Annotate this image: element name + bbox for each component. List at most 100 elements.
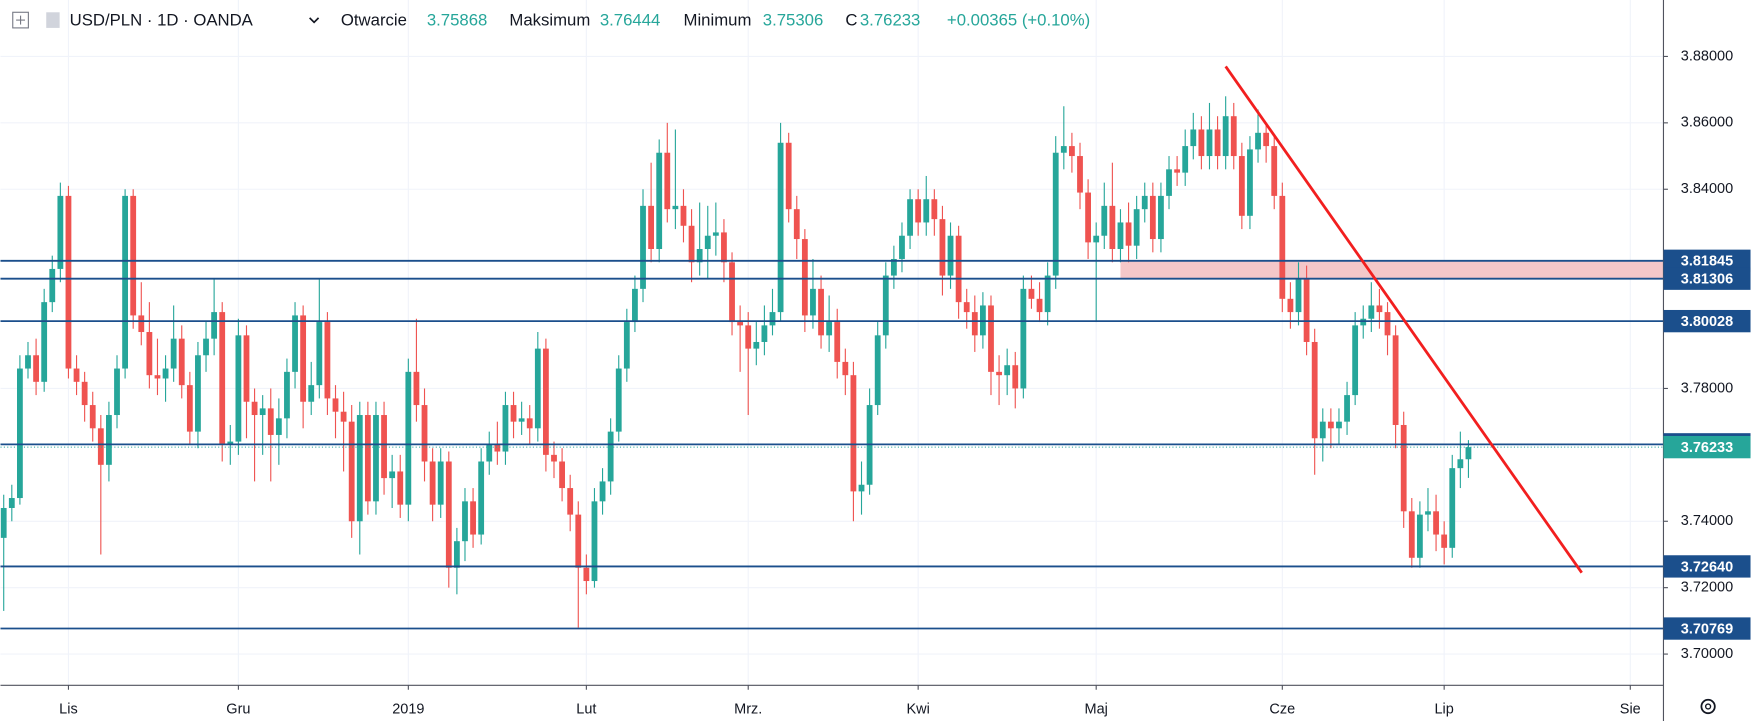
- candle-body: [1368, 305, 1375, 319]
- low-value: 3.75306: [763, 11, 824, 30]
- candle-body: [146, 332, 153, 376]
- change: +0.00365 (+0.10%): [947, 11, 1090, 30]
- candle-body: [1036, 298, 1043, 313]
- high-label: Maksimum: [509, 11, 590, 30]
- candle-body: [1279, 195, 1286, 299]
- candle-body: [1238, 156, 1245, 216]
- candle-body: [963, 302, 970, 313]
- candle-body: [1457, 459, 1464, 469]
- candle-body: [445, 461, 452, 568]
- candle-body: [810, 288, 816, 316]
- candle-body: [437, 461, 444, 505]
- candle-body: [704, 235, 711, 250]
- candle-body: [664, 152, 671, 210]
- level-label: 3.81306: [1681, 272, 1733, 288]
- candle-body: [421, 405, 428, 462]
- candle-body: [640, 205, 646, 289]
- candle-body: [672, 205, 679, 210]
- y-tick-label: 3.86000: [1681, 115, 1733, 131]
- candle-body: [1190, 129, 1197, 147]
- candle-body: [1182, 146, 1189, 173]
- candle-body: [1020, 288, 1027, 389]
- candle-body: [1336, 421, 1342, 429]
- dropdown-icon[interactable]: [309, 17, 320, 24]
- candle-body: [1319, 421, 1326, 439]
- candle-body: [753, 341, 760, 349]
- candle-body: [16, 368, 23, 499]
- candle-body: [632, 288, 638, 323]
- candle-body: [1149, 195, 1156, 240]
- candle-body: [251, 401, 258, 416]
- candle-body: [1433, 511, 1439, 535]
- y-tick-label: 3.78000: [1681, 380, 1733, 396]
- candle-body: [599, 481, 606, 502]
- candle-body: [915, 199, 922, 223]
- candle-body: [1174, 169, 1181, 173]
- candle-body: [543, 348, 549, 455]
- candle-body: [1012, 365, 1019, 389]
- candle-body: [356, 415, 363, 522]
- candle-body: [413, 371, 420, 406]
- symbol-title[interactable]: USD/PLN · 1D · OANDA: [70, 11, 254, 30]
- candle-body: [494, 444, 501, 452]
- x-tick-label: Maj: [1085, 702, 1108, 718]
- level-label-box: [1663, 617, 1751, 640]
- candle-body: [559, 461, 565, 489]
- candle-body: [502, 405, 509, 452]
- candle-body: [243, 335, 250, 402]
- candle-body: [324, 322, 331, 399]
- candle-body: [1295, 278, 1302, 313]
- candle-body: [235, 335, 242, 442]
- candle-body: [308, 385, 315, 402]
- candle-body: [470, 501, 476, 535]
- level-label: 3.70769: [1681, 621, 1733, 637]
- level-label-box: [1663, 249, 1751, 272]
- y-tick-label: 3.88000: [1681, 48, 1733, 64]
- candle-body: [275, 418, 282, 435]
- candle-body: [211, 312, 218, 339]
- candle-body: [373, 415, 379, 502]
- candle-body: [340, 411, 347, 422]
- candle-body: [57, 195, 64, 269]
- candle-body: [389, 471, 396, 479]
- candle-body: [907, 199, 913, 236]
- candle-body: [615, 368, 622, 432]
- candle-body: [1360, 318, 1367, 326]
- candle-body: [1206, 129, 1213, 157]
- candle-body: [777, 142, 784, 313]
- candle-body: [1133, 209, 1140, 246]
- gear[interactable]: [1700, 698, 1716, 715]
- candle-body: [486, 444, 493, 462]
- candle-body: [89, 405, 96, 429]
- settings-icon[interactable]: [1700, 698, 1716, 715]
- icon[interactable]: [12, 11, 29, 29]
- candle-body: [1400, 424, 1407, 512]
- candle-body: [939, 219, 946, 276]
- candle-body: [591, 501, 598, 582]
- candle-body: [583, 567, 590, 582]
- candle-body: [267, 408, 274, 435]
- y-tick-label: 3.84000: [1681, 181, 1733, 197]
- candle-body: [1352, 325, 1359, 396]
- candle-body: [138, 315, 145, 333]
- candle-body: [1141, 195, 1148, 210]
- candle-body: [648, 205, 655, 250]
- candle-body: [1247, 149, 1253, 216]
- candle-body: [106, 415, 112, 465]
- candle-body: [122, 195, 129, 369]
- candle-body: [729, 262, 735, 323]
- candle-body: [793, 209, 800, 240]
- candle-body: [1287, 298, 1294, 313]
- candle-body: [1222, 116, 1229, 157]
- candle-body: [227, 441, 234, 445]
- candle-body: [1303, 278, 1310, 342]
- candle-body: [923, 199, 930, 223]
- x-tick-label: 2019: [392, 702, 424, 718]
- candle-body: [259, 408, 266, 416]
- candle-body: [1376, 305, 1383, 313]
- candle-body: [65, 195, 72, 369]
- axes: 3.70000 3.72000 3.74000 3.78000 3.84000 3.860…: [59, 48, 1751, 718]
- level-label-box: [1663, 309, 1751, 333]
- candle-body: [769, 312, 776, 326]
